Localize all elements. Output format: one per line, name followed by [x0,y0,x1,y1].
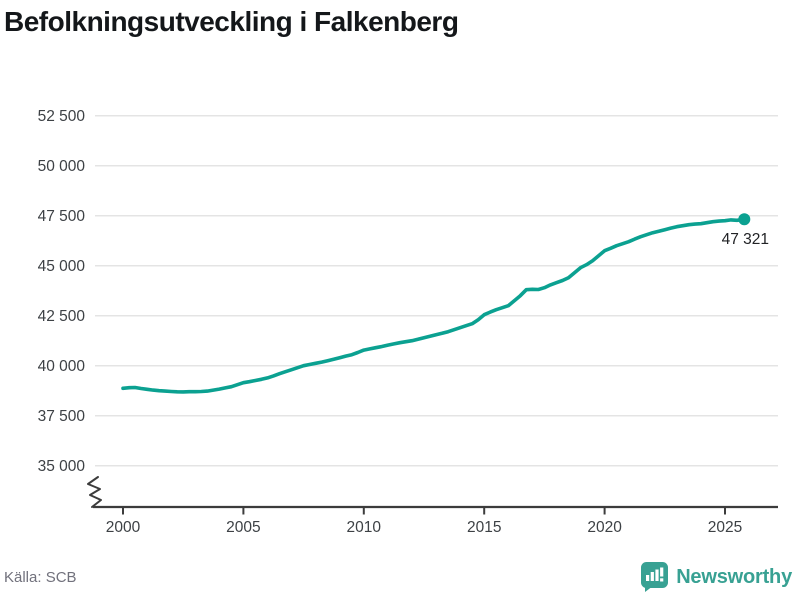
latest-point-marker [738,213,751,226]
x-tick-label: 2005 [226,519,260,536]
newsworthy-logo-icon [641,562,669,592]
footer: Källa: SCB Newsworthy [0,562,800,592]
logo-bar-medium [650,572,655,581]
newsworthy-logo[interactable]: Newsworthy [641,562,792,592]
x-tick-label: 2000 [106,519,141,536]
x-tick-label: 2015 [467,519,501,536]
x-tick-label: 2025 [708,519,742,536]
logo-bar-large [655,569,659,581]
logo-bar-small [646,575,650,581]
logo-bubble-tail [645,585,654,592]
y-tick-label: 47 500 [38,208,86,225]
y-tick-label: 45 000 [38,258,86,275]
y-tick-label: 50 000 [38,158,86,175]
source-label: Källa: SCB [4,568,77,586]
latest-value-label: 47 321 [722,231,769,248]
logo-exclamation-bar [660,567,664,577]
y-tick-label: 40 000 [38,358,86,375]
x-tick-label: 2010 [347,519,382,536]
axis-break-icon [87,476,102,508]
y-tick-label: 35 000 [38,458,86,475]
logo-bubble [641,562,669,588]
newsworthy-wordmark: Newsworthy [676,565,792,588]
page-title: Befolkningsutveckling i Falkenberg [4,6,459,37]
y-tick-label: 52 500 [38,108,86,125]
x-tick-label: 2020 [587,519,622,536]
y-tick-label: 42 500 [38,308,86,325]
population-line [121,217,747,394]
y-tick-label: 37 500 [38,408,86,425]
logo-exclamation-dot [660,578,664,582]
